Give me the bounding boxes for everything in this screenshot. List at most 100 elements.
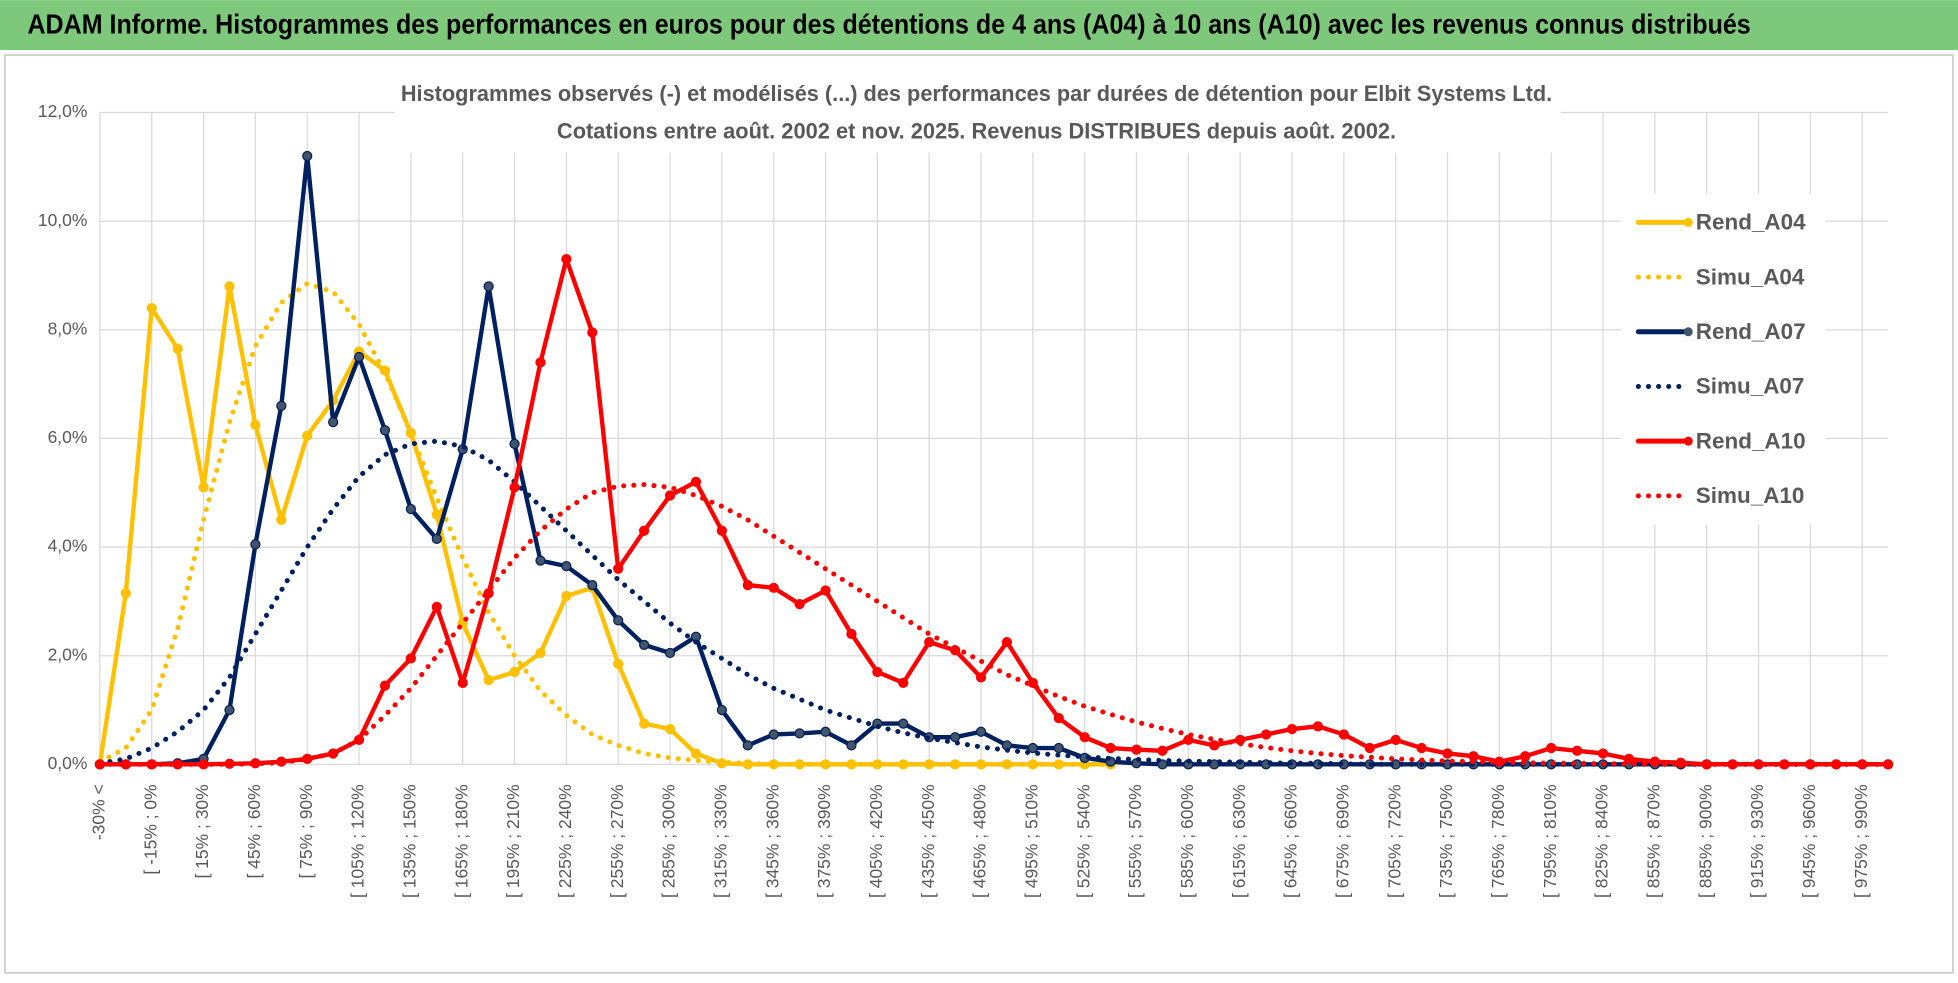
marker	[1338, 729, 1349, 740]
marker	[1286, 723, 1298, 735]
marker	[846, 628, 857, 640]
x-tick-label: [ 615% ; 630%	[1229, 784, 1249, 898]
x-tick-label: [ 735% ; 750%	[1436, 784, 1456, 898]
marker	[742, 740, 753, 751]
marker	[405, 503, 417, 515]
marker	[509, 438, 520, 449]
x-tick-label: [ 915% ; 930%	[1747, 784, 1767, 898]
marker	[276, 514, 287, 526]
marker	[924, 637, 935, 648]
marker	[379, 680, 391, 691]
marker	[690, 748, 702, 759]
marker	[302, 150, 313, 162]
marker	[1053, 742, 1064, 754]
x-tick-label: [ 825% ; 840%	[1592, 784, 1612, 898]
x-tick-label: [ 495% ; 510%	[1021, 784, 1041, 898]
marker	[1390, 734, 1401, 746]
marker	[431, 533, 442, 545]
x-tick-label: [ 465% ; 480%	[970, 784, 990, 898]
legend-box	[1620, 193, 1826, 525]
x-tick-label: [ 375% ; 390%	[814, 784, 834, 898]
marker	[587, 327, 598, 338]
marker	[431, 601, 442, 612]
x-tick-label: [ -15% ; 0%	[140, 784, 160, 874]
x-tick-label: [ 525% ; 540%	[1073, 784, 1093, 898]
legend-marker	[1683, 327, 1693, 337]
marker	[561, 254, 572, 265]
legend-label: Rend_A04	[1696, 210, 1806, 235]
marker	[1131, 744, 1142, 755]
marker	[1546, 742, 1557, 754]
marker	[613, 563, 624, 574]
x-tick-label: [ 345% ; 360%	[762, 784, 782, 898]
marker	[302, 430, 313, 441]
marker	[1183, 734, 1194, 746]
x-tick-label: [ 885% ; 900%	[1695, 784, 1715, 898]
legend-label: Simu_A10	[1696, 483, 1805, 508]
marker	[561, 560, 572, 572]
marker	[1157, 745, 1168, 756]
marker	[613, 658, 624, 669]
x-tick-label: [ 165% ; 180%	[451, 784, 471, 898]
banner-title: ADAM Informe. Histogrammes des performan…	[27, 9, 1750, 40]
marker	[120, 588, 131, 599]
x-tick-label: [ 15% ; 30%	[192, 784, 212, 878]
marker	[561, 590, 572, 602]
marker	[872, 666, 883, 678]
marker	[509, 482, 520, 493]
marker	[172, 343, 183, 354]
legend-marker	[1683, 436, 1693, 446]
marker	[509, 666, 520, 678]
marker	[898, 718, 909, 729]
x-tick-label: [ 225% ; 240%	[555, 784, 575, 898]
x-tick-label: [ 945% ; 960%	[1799, 784, 1819, 898]
observed-line	[97, 256, 1891, 767]
x-tick-label: [ 645% ; 660%	[1281, 784, 1301, 898]
legend-label: Rend_A10	[1696, 428, 1806, 453]
x-tick-label: [ 135% ; 150%	[400, 784, 420, 898]
title-box	[394, 75, 1561, 153]
y-tick-label: 0,0%	[48, 753, 88, 773]
marker	[535, 555, 546, 566]
banner	[0, 0, 1958, 51]
x-tick-label: [ 435% ; 450%	[918, 784, 938, 898]
marker	[639, 718, 650, 729]
marker	[794, 598, 805, 610]
marker	[1053, 713, 1064, 724]
marker	[949, 732, 961, 743]
marker	[846, 740, 857, 751]
marker	[405, 653, 417, 664]
x-tick-label: [ 555% ; 570%	[1125, 784, 1145, 898]
x-tick-label: [ 105% ; 120%	[348, 784, 368, 898]
marker	[613, 615, 624, 626]
legend-label: Rend_A07	[1696, 319, 1806, 344]
marker	[224, 704, 235, 716]
y-tick-label: 4,0%	[48, 536, 88, 556]
marker	[353, 351, 365, 363]
marker	[1520, 751, 1531, 762]
marker	[250, 419, 261, 430]
y-tick-label: 6,0%	[48, 427, 88, 447]
marker	[1571, 745, 1583, 756]
chart-subtitle: Cotations entre août. 2002 et nov. 2025.…	[557, 118, 1396, 143]
marker	[1209, 740, 1220, 751]
marker	[742, 579, 753, 591]
x-tick-label: [ 675% ; 690%	[1332, 784, 1352, 898]
x-tick-label: [ 585% ; 600%	[1177, 784, 1197, 898]
y-tick-label: 10,0%	[38, 210, 88, 230]
x-tick-label: [ 975% ; 990%	[1851, 784, 1871, 898]
marker	[639, 639, 650, 650]
chart-border	[4, 54, 1954, 974]
marker	[379, 425, 391, 436]
marker	[716, 704, 727, 716]
marker	[250, 539, 261, 550]
x-tick-label: -30% <	[89, 784, 109, 840]
x-tick-label: [ 765% ; 780%	[1488, 784, 1508, 898]
marker	[1260, 729, 1272, 740]
chart-title: Histogrammes observés (-) et modélisés (…	[401, 81, 1552, 106]
marker	[1001, 637, 1013, 648]
marker	[794, 728, 805, 739]
x-tick-label: [ 255% ; 270%	[607, 784, 627, 898]
marker	[483, 281, 494, 292]
